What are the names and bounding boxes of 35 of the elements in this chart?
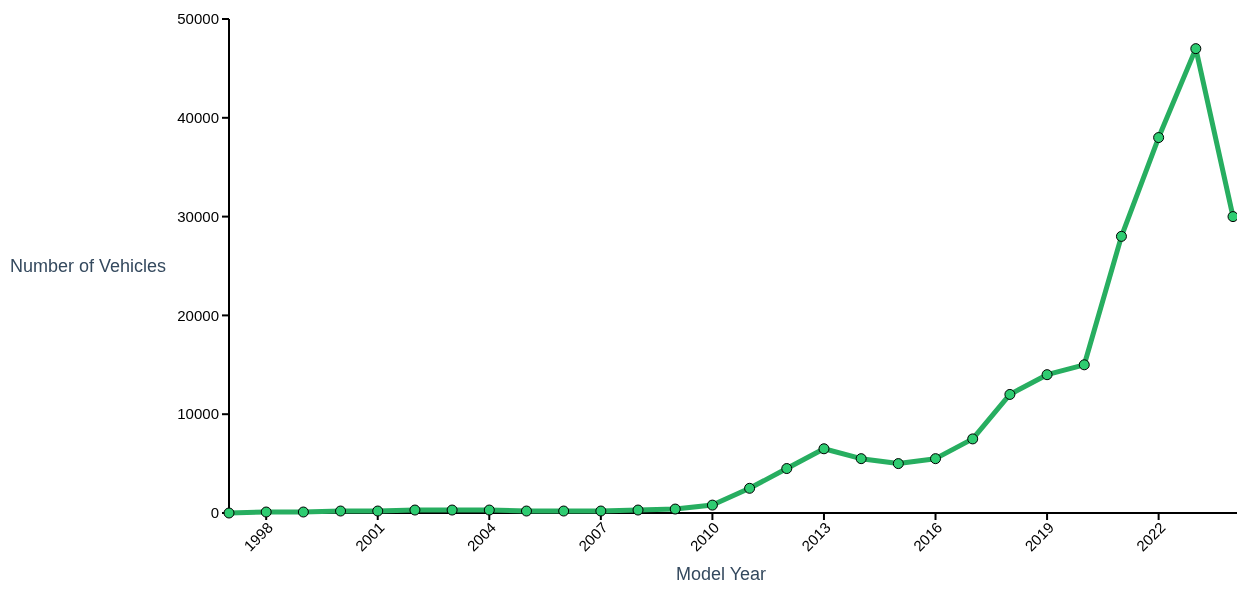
point (930, 453, 942, 465)
point (1227, 211, 1237, 223)
x-axis-title: Model Year (675, 564, 767, 584)
point (632, 504, 644, 516)
y-tick-label: 20000 (177, 306, 219, 324)
point (967, 433, 979, 445)
point (892, 458, 904, 470)
point (744, 482, 756, 494)
point (669, 503, 681, 515)
point (260, 506, 272, 518)
point (335, 505, 347, 517)
point (1153, 132, 1165, 144)
y-tick-label: 0 (210, 504, 219, 522)
point (818, 443, 830, 455)
point (595, 505, 607, 517)
point (446, 504, 458, 516)
y-tick-label: 40000 (177, 109, 219, 127)
point (1004, 388, 1016, 400)
point (483, 504, 495, 516)
y-tick-label: 50000 (177, 10, 219, 28)
point (297, 506, 309, 518)
point (1115, 230, 1127, 242)
point (558, 505, 570, 517)
point (1078, 359, 1090, 371)
point (1190, 43, 1202, 55)
y-tick-label: 30000 (177, 207, 219, 225)
point (1041, 369, 1053, 381)
point (409, 504, 421, 516)
point (781, 463, 793, 475)
y-axis-title: Number of Vehicles (10, 256, 167, 276)
point (855, 453, 867, 465)
point (372, 505, 384, 517)
y-tick-label: 10000 (177, 405, 219, 423)
point (706, 499, 718, 511)
point (520, 505, 532, 517)
